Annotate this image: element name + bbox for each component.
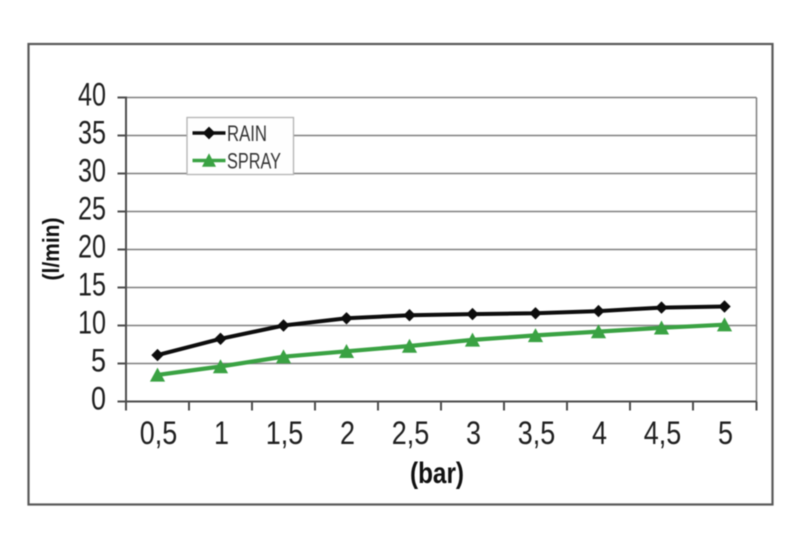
svg-text:SPRAY: SPRAY [227, 149, 281, 174]
svg-text:20: 20 [78, 229, 106, 265]
svg-text:3,5: 3,5 [518, 415, 556, 451]
svg-text:0,5: 0,5 [140, 415, 178, 451]
svg-text:(l/min): (l/min) [38, 218, 64, 281]
svg-text:5: 5 [91, 343, 106, 379]
svg-text:4,5: 4,5 [644, 415, 682, 451]
svg-text:1: 1 [214, 415, 229, 451]
svg-text:4: 4 [592, 415, 607, 451]
svg-text:30: 30 [78, 153, 106, 189]
svg-text:1,5: 1,5 [266, 415, 304, 451]
svg-text:40: 40 [78, 77, 106, 113]
svg-text:(bar): (bar) [410, 457, 464, 490]
svg-text:35: 35 [78, 115, 106, 151]
svg-text:10: 10 [78, 305, 106, 341]
svg-text:0: 0 [91, 381, 106, 417]
svg-text:25: 25 [78, 191, 106, 227]
svg-text:2,5: 2,5 [392, 415, 430, 451]
svg-text:5: 5 [718, 415, 733, 451]
svg-text:2: 2 [340, 415, 355, 451]
svg-text:15: 15 [78, 267, 106, 303]
svg-text:3: 3 [466, 415, 481, 451]
svg-text:RAIN: RAIN [227, 121, 267, 146]
